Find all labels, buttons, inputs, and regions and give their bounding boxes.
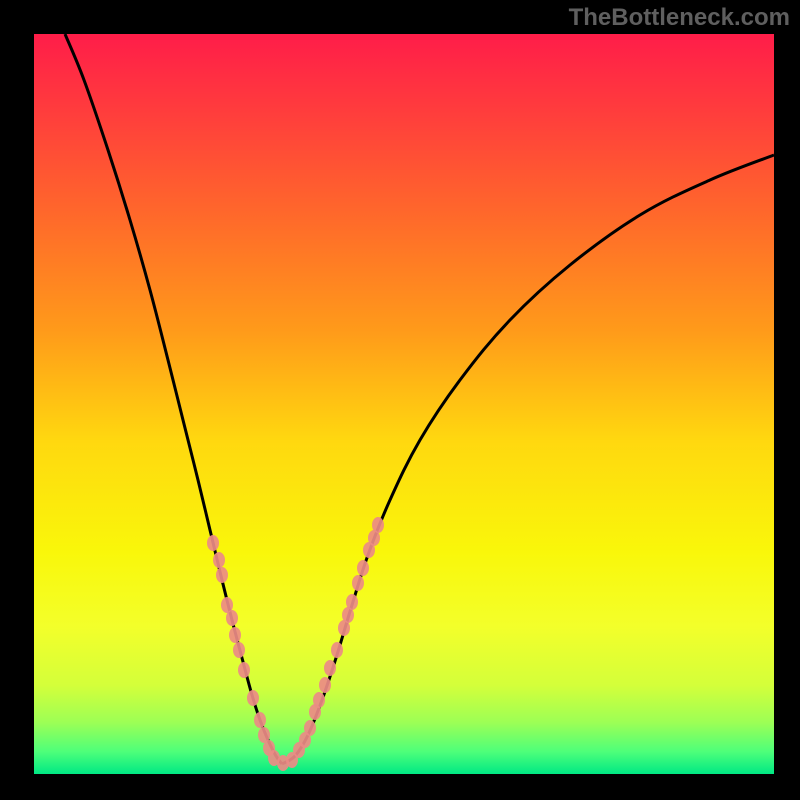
data-marker: [313, 692, 325, 708]
data-marker: [238, 662, 250, 678]
data-marker: [216, 567, 228, 583]
data-marker: [331, 642, 343, 658]
data-marker: [213, 552, 225, 568]
data-marker: [324, 660, 336, 676]
watermark-text: TheBottleneck.com: [569, 4, 790, 32]
data-marker: [319, 677, 331, 693]
data-marker: [304, 720, 316, 736]
gradient-background: [34, 34, 774, 774]
data-marker: [346, 594, 358, 610]
data-marker: [247, 690, 259, 706]
data-marker: [229, 627, 241, 643]
data-marker: [233, 642, 245, 658]
data-marker: [254, 712, 266, 728]
data-marker: [352, 575, 364, 591]
data-marker: [372, 517, 384, 533]
data-marker: [226, 610, 238, 626]
bottleneck-chart: [0, 0, 800, 800]
data-marker: [207, 535, 219, 551]
data-marker: [357, 560, 369, 576]
